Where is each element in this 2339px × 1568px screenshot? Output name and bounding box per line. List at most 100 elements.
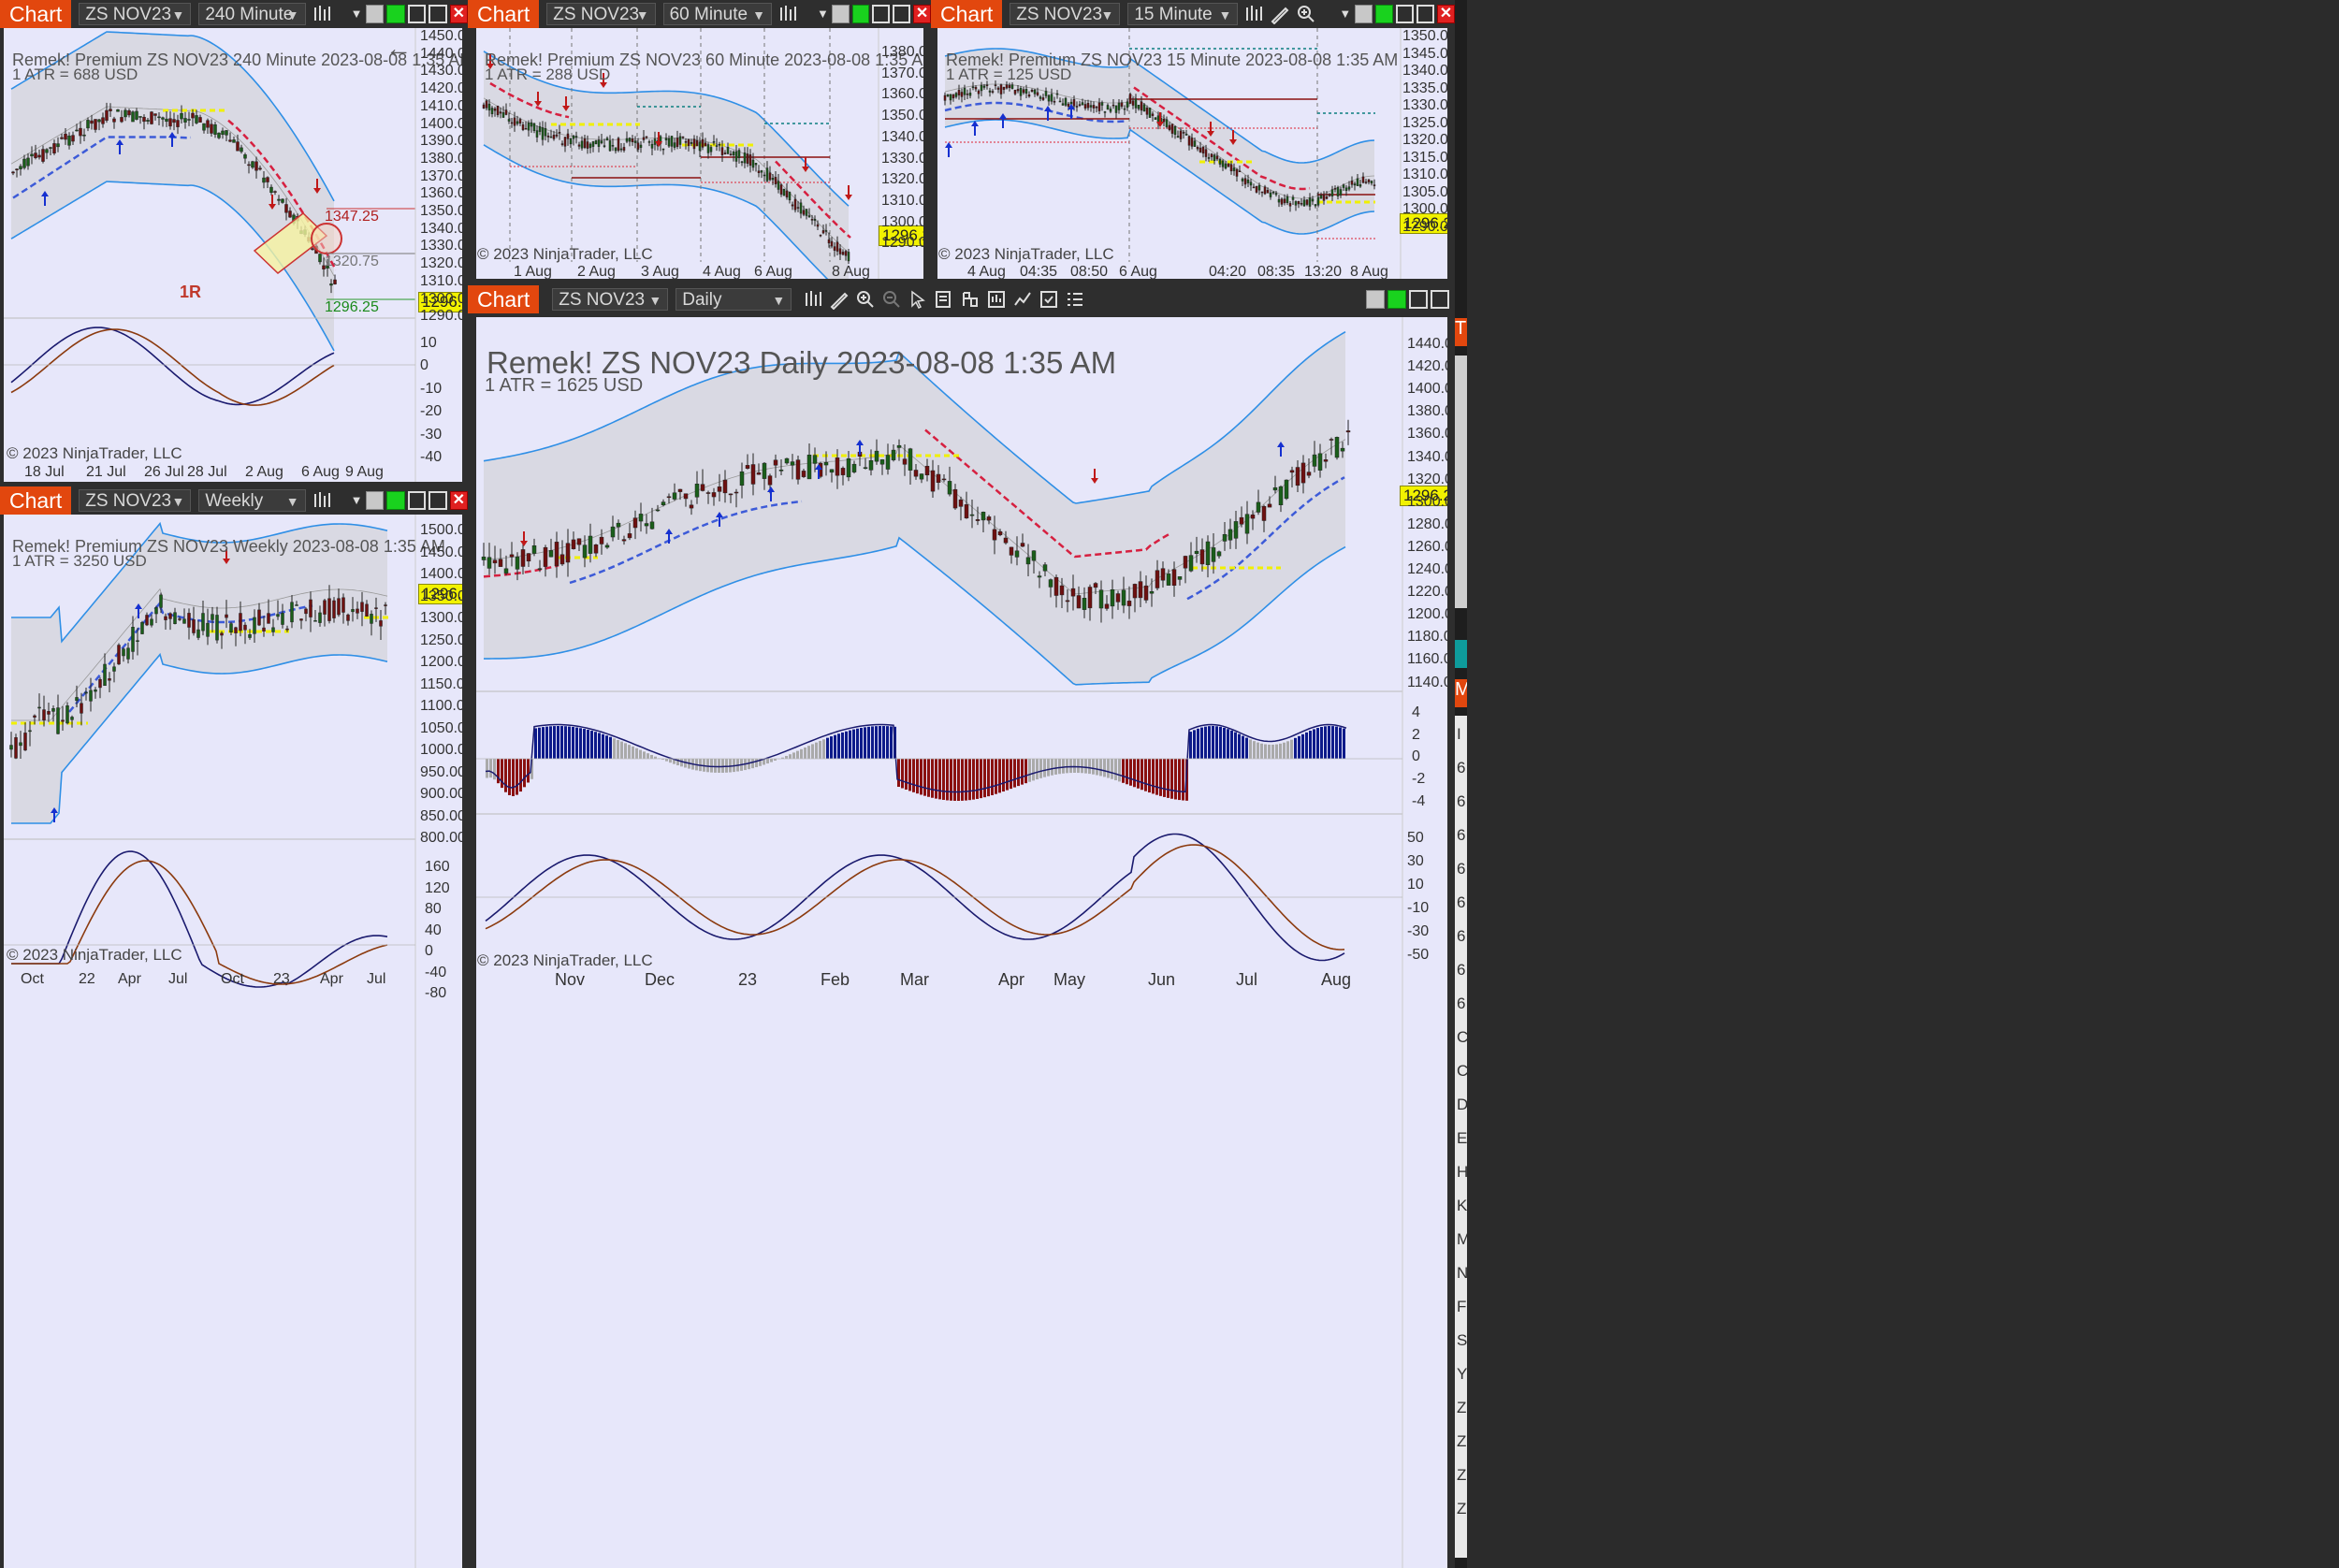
drawing-tool-icon[interactable]: [1270, 4, 1290, 25]
chart-plot-240[interactable]: Remek! Premium ZS NOV23 240 Minute 2023-…: [4, 28, 462, 482]
indicators-icon[interactable]: [1012, 289, 1033, 310]
window-link-button[interactable]: [851, 5, 870, 23]
bar-type-icon[interactable]: [312, 4, 332, 24]
close-button[interactable]: ✕: [449, 5, 469, 23]
chart-plot-15[interactable]: Remek! Premium ZS NOV23 15 Minute 2023-0…: [937, 28, 1447, 279]
side-list-item[interactable]: K: [1457, 1197, 1467, 1214]
bar-type-icon[interactable]: [777, 4, 798, 24]
interval-selector[interactable]: 15 Minute ▼: [1127, 3, 1239, 25]
zoom-in-icon[interactable]: [1296, 4, 1316, 24]
side-list-item[interactable]: D: [1457, 1096, 1467, 1113]
window-gray-button[interactable]: [1354, 5, 1373, 23]
candle15-body: [1148, 108, 1152, 118]
side-list-item[interactable]: I: [1457, 725, 1461, 743]
window-link-button[interactable]: [386, 5, 405, 23]
maximize-button[interactable]: [1416, 5, 1434, 23]
side-list-item[interactable]: 6: [1457, 893, 1466, 911]
minimize-button[interactable]: [872, 5, 891, 23]
side-list-item[interactable]: 6: [1457, 826, 1466, 844]
instrument-selector[interactable]: ZS NOV23 ▼: [79, 489, 192, 512]
chart-menu-button[interactable]: Chart: [0, 486, 72, 515]
minimize-button[interactable]: [1395, 5, 1414, 23]
side-list-item[interactable]: Z: [1457, 1500, 1467, 1517]
window-link-button[interactable]: [386, 491, 405, 510]
interval-selector[interactable]: Daily ▼: [676, 288, 792, 311]
chart-menu-button[interactable]: Chart: [468, 0, 540, 28]
zoom-out-icon[interactable]: [881, 289, 902, 310]
date-tick-label: 26 Jul: [144, 464, 184, 480]
histogram-bar: [553, 726, 556, 759]
maximize-button[interactable]: [1409, 290, 1428, 309]
data-box-icon[interactable]: [934, 289, 954, 310]
close-button[interactable]: ✕: [449, 491, 469, 510]
interval-selector[interactable]: 240 Minute ▼: [198, 3, 306, 25]
axis-tick-label: 1330.00: [881, 150, 923, 167]
interval-selector[interactable]: Weekly ▼: [198, 489, 306, 512]
chart-menu-button[interactable]: Chart: [931, 0, 1003, 28]
side-list-item[interactable]: H: [1457, 1163, 1467, 1181]
minimize-button[interactable]: [407, 491, 427, 510]
dropdown-arrow-icon[interactable]: ▼: [350, 7, 363, 21]
strategies-icon[interactable]: [986, 289, 1007, 310]
pointer-icon[interactable]: [908, 289, 928, 310]
bar-type-icon[interactable]: [312, 490, 332, 511]
side-list-item[interactable]: 6: [1457, 792, 1466, 810]
dropdown-arrow-icon[interactable]: ▼: [816, 7, 829, 21]
side-panel-header-t[interactable]: T: [1455, 318, 1467, 346]
minimize-button[interactable]: [407, 5, 427, 23]
side-list-item[interactable]: Z: [1457, 1432, 1467, 1450]
side-list-item[interactable]: 6: [1457, 860, 1466, 878]
side-list-item[interactable]: N: [1457, 1264, 1467, 1282]
side-panel-header-m[interactable]: M: [1455, 679, 1467, 707]
window-link-button[interactable]: [1374, 5, 1393, 23]
window-gray-button[interactable]: [366, 5, 385, 23]
chart-menu-button[interactable]: Chart: [468, 285, 540, 313]
side-list-item[interactable]: C: [1457, 1062, 1467, 1080]
side-list-item[interactable]: Z: [1457, 1466, 1467, 1484]
candle60-body: [779, 184, 783, 195]
side-list-item[interactable]: Y: [1457, 1365, 1467, 1383]
properties-icon[interactable]: [960, 289, 981, 310]
maximize-button[interactable]: [429, 5, 447, 23]
side-list-item[interactable]: M: [1457, 1230, 1467, 1248]
instrument-selector[interactable]: ZS NOV23 ▼: [546, 3, 656, 25]
histogram-bar: [572, 726, 574, 759]
maximize-button[interactable]: [429, 491, 447, 510]
dropdown-arrow-icon[interactable]: ▼: [1339, 7, 1352, 21]
window-gray-button[interactable]: [831, 5, 850, 23]
chart-plot-weekly[interactable]: Remek! Premium ZS NOV23 Weekly 2023-08-0…: [4, 515, 462, 1568]
close-button[interactable]: ✕: [1436, 5, 1455, 23]
side-list-item[interactable]: 6: [1457, 759, 1466, 777]
side-list-item[interactable]: S: [1457, 1331, 1467, 1349]
bar-type-icon[interactable]: [1243, 4, 1264, 24]
candle60-body: [723, 152, 727, 154]
side-list-item[interactable]: E: [1457, 1129, 1467, 1147]
window-link-button[interactable]: [1387, 290, 1406, 309]
zoom-in-icon[interactable]: [855, 289, 876, 310]
bar-type-icon[interactable]: [803, 289, 823, 310]
side-list-item[interactable]: 6: [1457, 927, 1466, 945]
templates-icon[interactable]: [1039, 289, 1059, 310]
instrument-selector[interactable]: ZS NOV23 ▼: [552, 288, 669, 311]
chart-menu-button[interactable]: Chart: [0, 0, 72, 28]
side-list-item[interactable]: 6: [1457, 961, 1466, 979]
candle240-body: [138, 116, 142, 118]
side-list-item[interactable]: F: [1457, 1298, 1467, 1315]
chart-plot-60[interactable]: Remek! Premium ZS NOV23 60 Minute 2023-0…: [476, 28, 923, 279]
drawing-tool-icon[interactable]: [829, 289, 850, 311]
dropdown-arrow-icon[interactable]: ▼: [350, 493, 363, 507]
close-button[interactable]: ✕: [913, 5, 931, 23]
maximize-button[interactable]: [893, 5, 911, 23]
side-list-item[interactable]: C: [1457, 1028, 1467, 1046]
close-button[interactable]: [1431, 290, 1449, 309]
instrument-selector[interactable]: ZS NOV23 ▼: [79, 3, 192, 25]
side-list-item[interactable]: 6: [1457, 995, 1466, 1012]
chart-plot-daily[interactable]: Remek! ZS NOV23 Daily 2023-08-08 1:35 AM…: [476, 317, 1447, 1568]
instrument-selector[interactable]: ZS NOV23 ▼: [1010, 3, 1121, 25]
list-icon[interactable]: [1065, 289, 1085, 310]
window-gray-button[interactable]: [366, 491, 385, 510]
back-arrow-icon[interactable]: ←: [385, 34, 412, 63]
interval-selector[interactable]: 60 Minute ▼: [662, 3, 772, 25]
side-list-item[interactable]: Z: [1457, 1399, 1467, 1416]
window-gray-button[interactable]: [1366, 290, 1385, 309]
